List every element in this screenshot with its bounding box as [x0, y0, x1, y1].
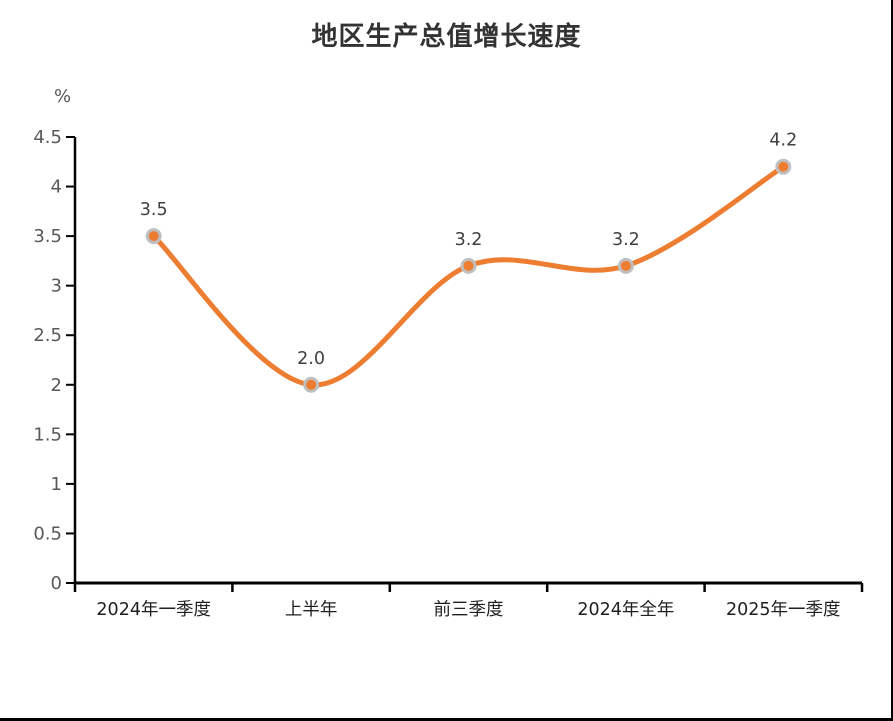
- x-category-label: 前三季度: [434, 600, 504, 620]
- y-tick-label: 4.5: [33, 127, 62, 148]
- y-tick-label: 2: [51, 375, 62, 396]
- data-point-marker: [617, 257, 634, 274]
- y-tick-label: 4: [51, 177, 62, 198]
- y-tick-label: 3: [51, 276, 62, 297]
- y-tick-label: 3.5: [33, 226, 62, 247]
- data-point-marker: [775, 158, 792, 175]
- data-point-label: 3.5: [140, 200, 168, 220]
- y-axis-unit-label: %: [54, 86, 72, 107]
- y-tick-label: 1.5: [33, 424, 62, 445]
- x-category-label: 上半年: [285, 600, 338, 620]
- data-point-label: 2.0: [297, 349, 325, 369]
- data-point-label: 4.2: [769, 131, 797, 151]
- data-point-marker: [460, 257, 477, 274]
- data-point-marker: [145, 228, 162, 245]
- data-point-label: 3.2: [612, 230, 640, 250]
- y-tick-label: 0: [51, 573, 62, 594]
- y-tick-label: 1: [51, 474, 62, 495]
- data-point-marker: [303, 376, 320, 393]
- data-point-label: 3.2: [455, 230, 483, 250]
- series-line: [151, 164, 786, 388]
- chart-title: 地区生产总值增长速度: [311, 22, 582, 51]
- x-category-label: 2025年一季度: [726, 600, 841, 620]
- y-tick-label: 0.5: [33, 523, 62, 544]
- y-tick-label: 2.5: [33, 325, 62, 346]
- x-category-label: 2024年一季度: [96, 600, 211, 620]
- x-category-label: 2024年全年: [577, 600, 674, 620]
